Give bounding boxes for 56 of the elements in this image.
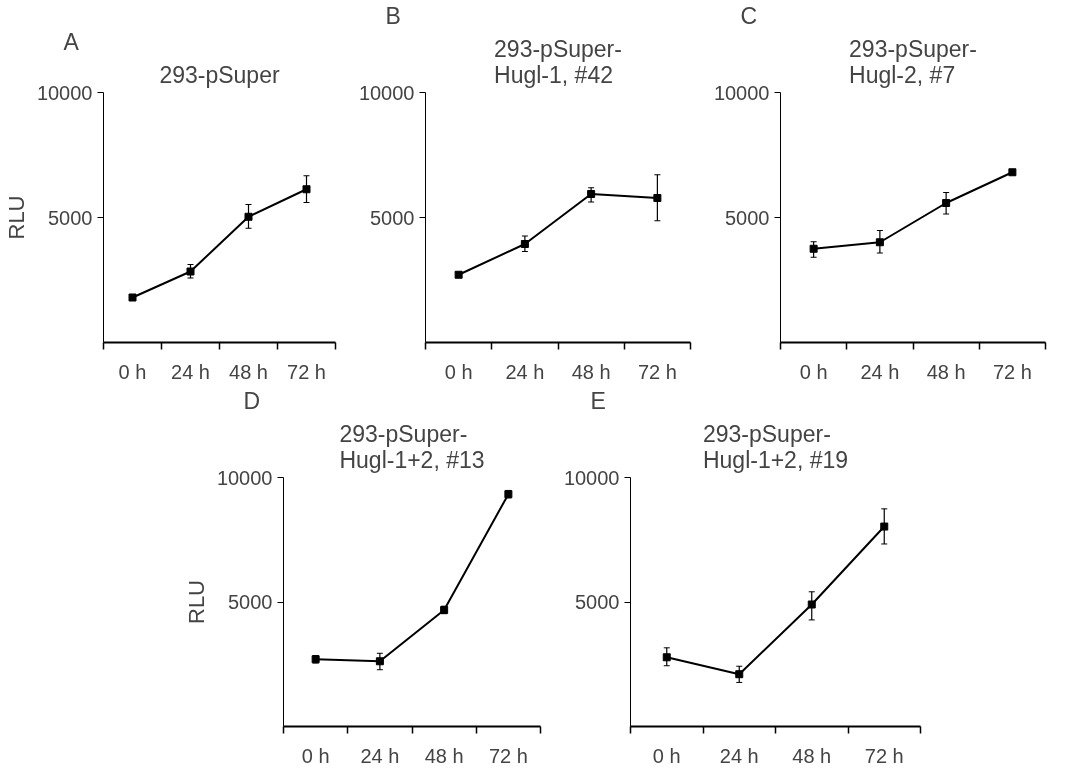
text: E [590, 387, 606, 414]
x-tick-label: 72 h [637, 360, 677, 383]
point [653, 194, 662, 202]
text: A [63, 28, 80, 55]
y-tick-label: 5000 [228, 591, 273, 613]
x-tick-label: 72 h [864, 744, 904, 767]
text: C [740, 2, 758, 29]
x-tick-label: 24 h [505, 360, 545, 383]
point [454, 270, 463, 279]
point [735, 670, 744, 679]
point [1008, 168, 1017, 177]
x-tick-label: 48 h [424, 744, 464, 767]
point [520, 240, 529, 248]
y-tick-label: 5000 [575, 591, 620, 613]
x-tick-label: 72 h [992, 360, 1032, 383]
x-tick-label: 24 h [860, 360, 900, 383]
x-tick-label: 0 h [799, 360, 828, 383]
y-tick-label: 5000 [48, 206, 93, 229]
x-tick-label: 72 h [488, 744, 528, 767]
y-tick-label: 10000 [713, 81, 770, 104]
text: D [243, 387, 261, 414]
chart-title: 293-pSuper- Hugl-1+2, #19 [702, 420, 849, 473]
x-tick-label: 24 h [171, 360, 210, 383]
x-tick-label: 0 h [652, 744, 681, 767]
x-tick-label: 48 h [926, 360, 966, 383]
y-tick-label: 10000 [358, 81, 415, 104]
point [662, 653, 671, 662]
x-tick-label: 0 h [301, 744, 330, 767]
text: B [385, 2, 401, 29]
chart-title: 293-pSuper [159, 61, 280, 88]
y-tick-label: 10000 [216, 466, 273, 489]
y-axis-title: RLU [3, 195, 29, 240]
chart-title: 293-pSuper- Hugl-1+2, #13 [339, 420, 485, 473]
y-tick-label: 5000 [725, 206, 770, 229]
point [880, 522, 889, 531]
x-tick-label: 24 h [360, 744, 400, 767]
x-tick-label: 48 h [229, 360, 268, 383]
y-tick-label: 10000 [563, 466, 620, 489]
chart-title: 293-pSuper- Hugl-1, #42 [494, 35, 622, 88]
x-tick-label: 0 h [444, 360, 473, 383]
point [875, 238, 884, 247]
point [302, 185, 311, 194]
y-tick-label: 10000 [36, 81, 93, 104]
x-tick-label: 0 h [118, 360, 147, 383]
x-tick-label: 72 h [287, 360, 326, 383]
y-axis-title: RLU [183, 579, 209, 625]
point [942, 199, 951, 207]
point [807, 600, 816, 609]
y-tick-label: 5000 [370, 206, 415, 229]
chart-title: 293-pSuper- Hugl-2, #7 [849, 35, 977, 88]
point [186, 267, 195, 276]
point [244, 212, 253, 221]
x-tick-label: 48 h [571, 360, 611, 383]
point [375, 657, 384, 666]
x-tick-label: 48 h [792, 744, 832, 767]
x-tick-label: 24 h [719, 744, 759, 767]
